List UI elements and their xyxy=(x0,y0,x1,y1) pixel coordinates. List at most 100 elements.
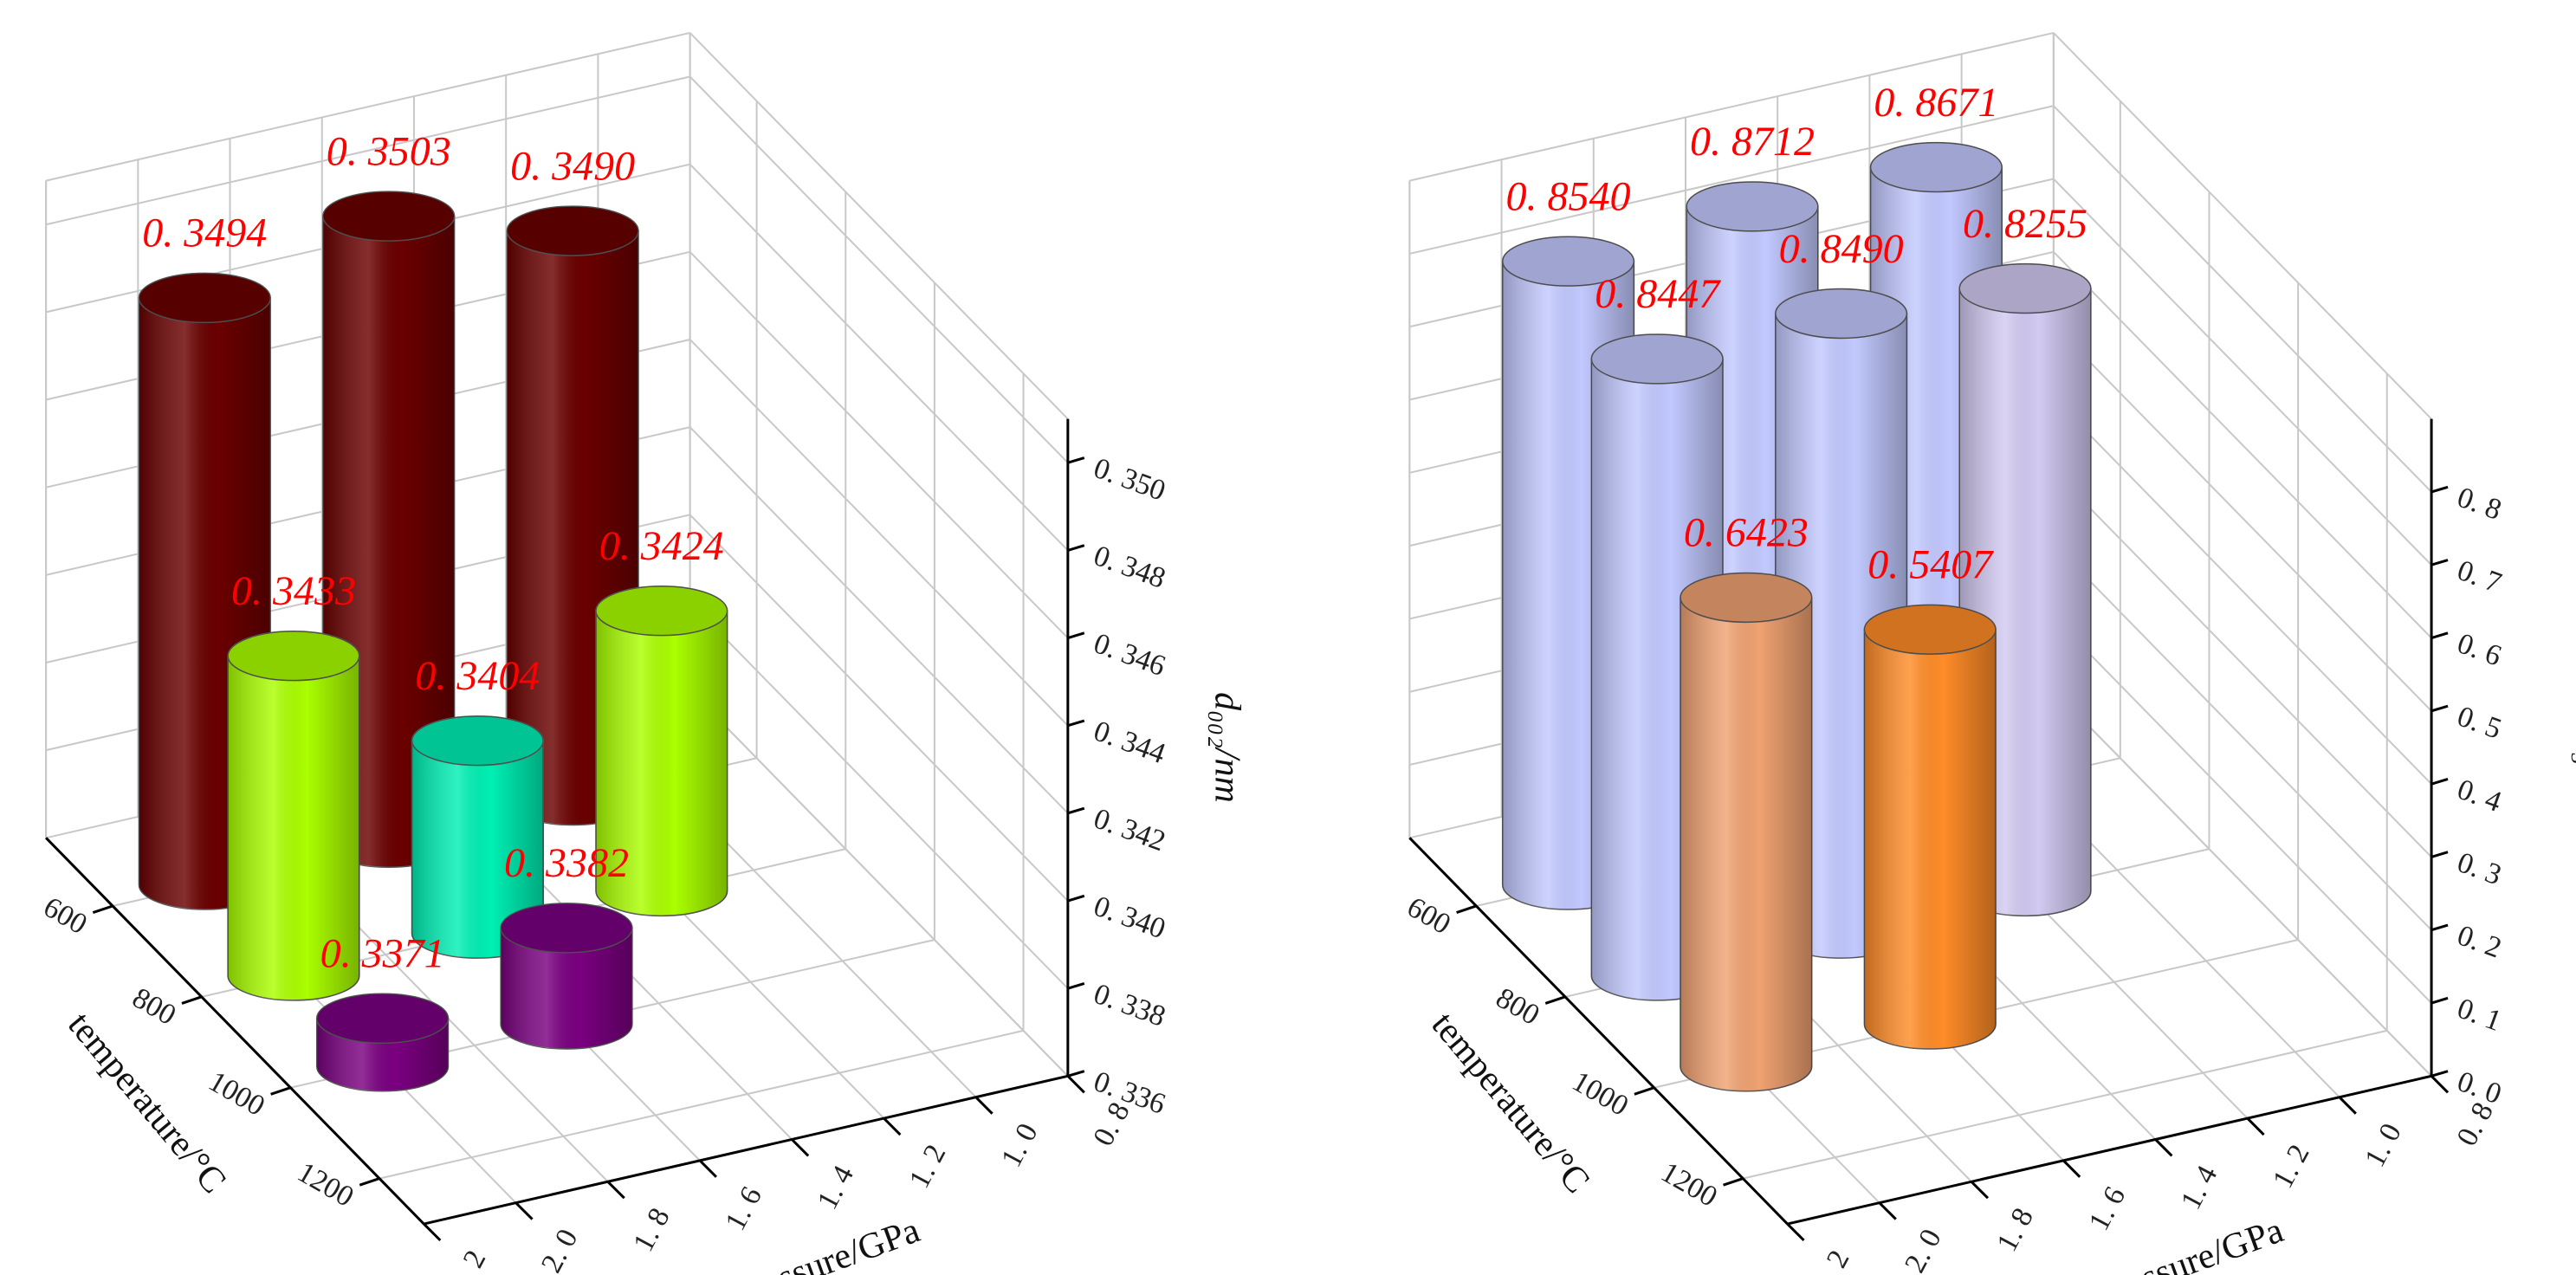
tick-mark xyxy=(1067,982,1085,990)
bar-top xyxy=(1863,604,1997,655)
bar-top-shading xyxy=(1502,236,1634,287)
x-tick-label: 2. 0 xyxy=(1899,1224,1948,1275)
tick-mark xyxy=(1723,1177,1744,1187)
bar-top-shading xyxy=(322,191,455,241)
x-tick-label: 1. 0 xyxy=(2359,1118,2408,1172)
tick-mark xyxy=(92,904,113,914)
z-tick-label: 0. 344 xyxy=(1090,715,1170,770)
grid-line xyxy=(379,1029,1024,1180)
z-tick-label: 0. 346 xyxy=(1090,627,1170,683)
bar-shading xyxy=(501,928,632,1050)
tick-mark xyxy=(359,1177,380,1187)
tick-mark xyxy=(2154,1138,2173,1157)
bar-top-shading xyxy=(139,273,271,323)
data-label: 0. 6423 xyxy=(1684,510,1809,556)
bar-shading xyxy=(595,611,728,916)
bar-top-shading xyxy=(501,903,632,953)
axis-line xyxy=(1787,1074,2432,1226)
y-tick-label: 600 xyxy=(38,891,93,942)
tick-mark xyxy=(883,1117,902,1136)
tick-mark xyxy=(1067,1070,1085,1078)
tick-mark xyxy=(270,1086,291,1096)
tick-mark xyxy=(2338,1096,2357,1115)
cylinder xyxy=(595,586,728,917)
bar-top xyxy=(1869,141,2003,193)
tick-mark xyxy=(1456,904,1477,914)
x-tick-label: 1. 8 xyxy=(627,1203,676,1257)
bar-top xyxy=(411,715,544,767)
z-tick-label: 0. 2 xyxy=(2453,919,2506,964)
data-label: 0. 8255 xyxy=(1963,201,2087,247)
tick-mark xyxy=(1634,1086,1655,1096)
grid-line xyxy=(45,75,690,226)
data-label: 0. 3503 xyxy=(327,128,451,174)
bar-shading xyxy=(1680,597,1812,1091)
bar-top xyxy=(322,191,456,242)
data-label: 0. 3382 xyxy=(504,840,629,886)
bar-top-shading xyxy=(1870,142,2003,192)
bar-top-shading xyxy=(1959,263,2091,314)
tick-mark xyxy=(1544,995,1566,1005)
z-tick-label: 0. 340 xyxy=(1090,890,1170,946)
tick-mark xyxy=(1067,544,1085,552)
z-tick-label: 0. 8 xyxy=(2453,482,2506,527)
bar-top xyxy=(227,631,360,682)
bar-top xyxy=(1680,572,1813,624)
grid-line xyxy=(2053,543,2432,931)
bar-top-shading xyxy=(316,993,449,1044)
chart-panel: 0. 81. 01. 21. 41. 61. 82. 02. 260080010… xyxy=(38,31,1246,1275)
bar-top-shading xyxy=(1775,288,1907,339)
data-label: 0. 3494 xyxy=(142,210,267,256)
grid-line xyxy=(2053,178,2432,566)
x-tick-label: 1. 0 xyxy=(995,1118,1045,1172)
bar-top xyxy=(138,272,271,324)
grid-line xyxy=(689,75,1069,463)
bar-top xyxy=(1686,181,1819,232)
tick-mark xyxy=(2246,1117,2265,1136)
bar-shading xyxy=(228,656,359,1000)
bar-top xyxy=(500,903,633,954)
grid-line xyxy=(689,426,1069,814)
tick-mark xyxy=(698,1159,718,1178)
bar-top-shading xyxy=(1680,573,1812,623)
z-tick-label: 0. 3 xyxy=(2453,846,2506,891)
x-tick-label: 1. 4 xyxy=(812,1161,861,1214)
grid-line xyxy=(689,514,1069,902)
data-label: 0. 8490 xyxy=(1779,226,1904,272)
bar-shading xyxy=(1864,629,1997,1049)
tick-mark xyxy=(1067,719,1085,728)
bar-top xyxy=(1590,333,1724,385)
data-label: 0. 5407 xyxy=(1867,542,1994,588)
chart-panel: 0. 81. 01. 21. 41. 61. 82. 02. 260080010… xyxy=(1401,31,2576,1275)
tick-mark xyxy=(2430,778,2449,786)
grid-line xyxy=(2053,616,2432,1004)
z-axis-title: d₀₀₂/nm xyxy=(1207,692,1246,803)
data-label: 0. 3404 xyxy=(415,653,540,699)
bar-top xyxy=(315,993,450,1044)
tick-mark xyxy=(515,1201,534,1220)
y-tick-label: 1200 xyxy=(292,1156,359,1214)
tick-mark xyxy=(1066,1075,1085,1094)
wall-edge xyxy=(689,32,1069,420)
tick-mark xyxy=(2430,559,2449,566)
grid-line xyxy=(689,163,1069,552)
data-label: 0. 3490 xyxy=(510,143,635,189)
bar-top xyxy=(1775,288,1908,340)
data-label: 0. 8540 xyxy=(1506,174,1631,220)
wall-edge xyxy=(2053,32,2432,420)
wall-edge xyxy=(1409,31,2055,182)
tick-mark xyxy=(2430,485,2449,494)
tick-mark xyxy=(2430,923,2449,932)
z-tick-label: 0. 7 xyxy=(2453,554,2506,599)
tick-mark xyxy=(423,1222,442,1242)
y-axis-title: temperature/°C xyxy=(1424,1005,1597,1201)
tick-mark xyxy=(2430,631,2449,639)
tick-mark xyxy=(1067,894,1085,903)
grid-line xyxy=(1409,105,2055,255)
bar-top xyxy=(595,586,728,637)
grid-line xyxy=(689,601,1069,989)
bar-top-shading xyxy=(507,206,639,256)
x-tick-label: 1. 2 xyxy=(903,1140,953,1194)
z-tick-label: 0. 350 xyxy=(1090,452,1170,508)
